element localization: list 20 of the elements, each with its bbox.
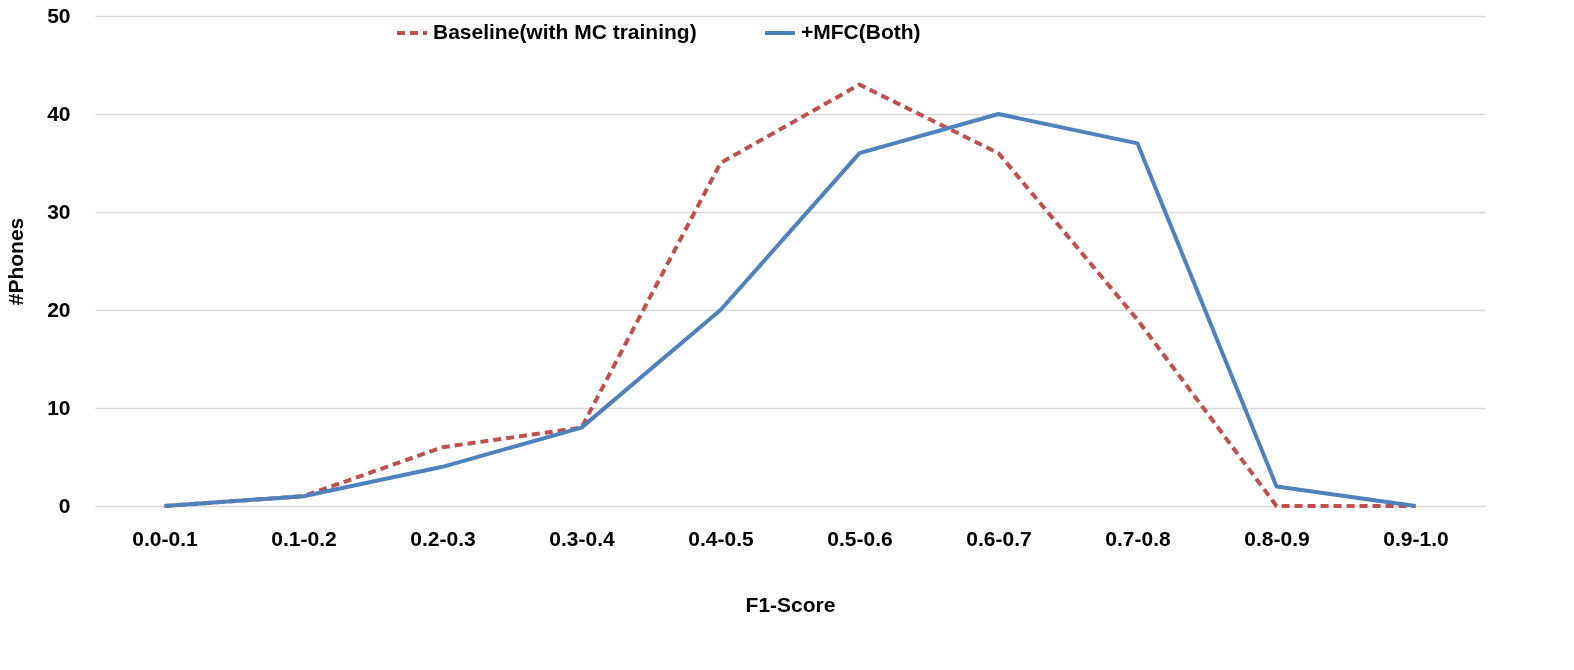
legend-label: Baseline(with MC training) [433,20,697,43]
x-tick-label: 0.1-0.2 [271,526,337,550]
y-tick-label: 40 [47,101,71,125]
y-axis-title: #Phones [4,217,28,306]
y-tick-label: 30 [47,199,71,223]
x-tick-label: 0.2-0.3 [410,526,476,550]
x-tick-label: 0.8-0.9 [1244,526,1310,550]
legend-label: +MFC(Both) [801,20,921,43]
y-tick-label: 10 [47,395,71,419]
x-tick-label: 0.0-0.1 [132,526,198,550]
x-tick-label: 0.6-0.7 [966,526,1032,550]
y-tick-label: 20 [47,297,71,321]
x-tick-label: 0.7-0.8 [1105,526,1171,550]
x-tick-label: 0.5-0.6 [827,526,893,550]
x-tick-label: 0.4-0.5 [688,526,754,550]
x-tick-label: 0.3-0.4 [549,526,615,550]
x-tick-label: 0.9-1.0 [1383,526,1449,550]
x-axis-title: F1-Score [745,592,836,616]
y-tick-label: 50 [47,3,71,27]
y-tick-label: 0 [58,493,71,517]
